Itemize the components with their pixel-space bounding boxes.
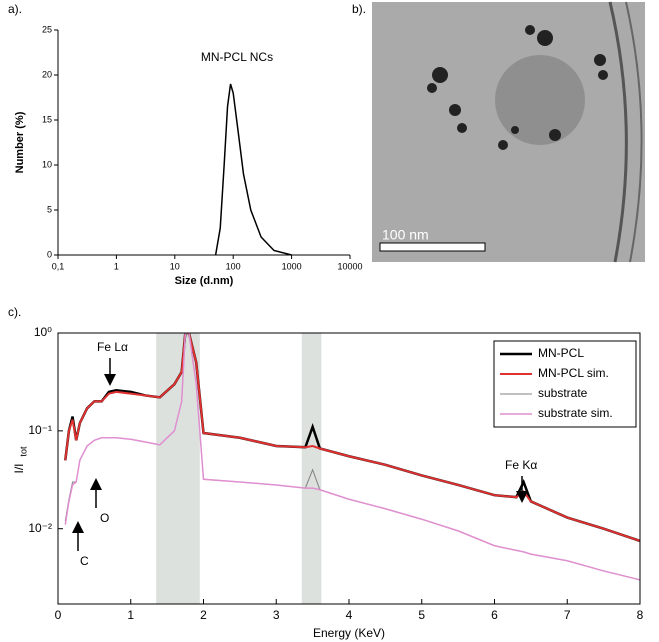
y-axis-label-sub: tot xyxy=(18,446,28,457)
x-tick-label: 0,1 xyxy=(52,261,65,271)
plot-frame xyxy=(57,332,641,605)
y-tick-label: 0 xyxy=(47,249,52,259)
x-axis-label: Energy (KeV) xyxy=(313,626,385,640)
y-tick-label: 10⁰ xyxy=(34,325,52,339)
legend-label: substrate sim. xyxy=(538,406,613,420)
annotation: C xyxy=(80,554,89,568)
annotation: MN-PCL NCs xyxy=(201,50,273,64)
data-line xyxy=(64,333,640,581)
y-tick-label: 20 xyxy=(42,69,52,79)
highlight-band xyxy=(156,333,200,604)
annotation: Fe Kα xyxy=(505,458,537,472)
annotation: O xyxy=(100,511,109,525)
x-tick-label: 3 xyxy=(273,608,280,622)
data-line xyxy=(214,83,292,256)
legend-box xyxy=(493,340,637,428)
plot-area xyxy=(64,333,640,581)
tem-image xyxy=(372,1,645,263)
x-tick-label: 8 xyxy=(637,608,644,622)
x-tick-label: 1000 xyxy=(282,261,302,271)
legend-label: substrate xyxy=(538,386,588,400)
x-tick-label: 5 xyxy=(418,608,425,622)
legend-label: MN-PCL xyxy=(538,346,584,360)
x-axis-label: Size (d.nm) xyxy=(175,275,234,287)
x-tick-label: 4 xyxy=(346,608,353,622)
annotation: Fe Lα xyxy=(97,340,128,354)
x-tick-label: 7 xyxy=(564,608,571,622)
y-tick-label: 15 xyxy=(42,114,52,124)
y-tick-label: 10 xyxy=(42,159,52,169)
x-tick-label: 1 xyxy=(114,261,119,271)
data-line xyxy=(64,333,640,542)
panel-label: a). xyxy=(8,2,22,16)
highlight-band xyxy=(301,333,322,604)
x-tick-label: 100 xyxy=(226,261,241,271)
x-tick-label: 2 xyxy=(200,608,207,622)
y-tick-label: 10⁻² xyxy=(28,521,52,535)
panel-label: b). xyxy=(352,2,366,16)
panel-label: c). xyxy=(8,305,21,319)
y-tick-label: 10⁻¹ xyxy=(28,423,52,437)
scale-bar-label: 100 nm xyxy=(382,227,429,243)
y-axis-label: I/I xyxy=(12,463,26,473)
x-tick-label: 0 xyxy=(55,608,62,622)
x-tick-label: 10000 xyxy=(337,261,362,271)
y-tick-label: 25 xyxy=(42,24,52,34)
x-tick-label: 6 xyxy=(491,608,498,622)
x-tick-label: 1 xyxy=(127,608,134,622)
y-axis-label: Number (%) xyxy=(14,111,26,173)
y-tick-label: 5 xyxy=(47,204,52,214)
x-tick-label: 10 xyxy=(170,261,180,271)
legend-label: MN-PCL sim. xyxy=(538,366,609,380)
